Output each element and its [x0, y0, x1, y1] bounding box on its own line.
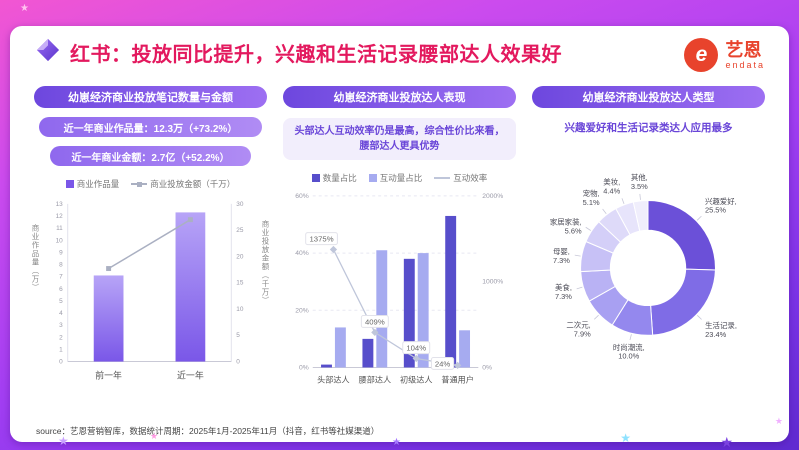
- diamond-icon: [36, 38, 60, 67]
- svg-text:二次元,7.9%: 二次元, 7.9%: [566, 320, 591, 339]
- svg-text:0: 0: [236, 359, 240, 366]
- svg-text:0: 0: [59, 359, 63, 366]
- legend-line-icon: [131, 181, 148, 187]
- endata-logo: e 艺恩 endata: [684, 38, 765, 72]
- types-insight-text: 兴趣爱好和生活记录类达人应用最多: [564, 122, 733, 134]
- svg-text:104%: 104%: [406, 344, 426, 353]
- svg-text:0%: 0%: [299, 364, 309, 371]
- svg-text:3: 3: [59, 322, 63, 329]
- kol-types-donut-chart: 兴趣爱好, 25.5% 生活记录, 23.4% 时尚潮流, 10.0% 二次元, 7.9% 美食…: [550, 172, 737, 361]
- svg-text:2: 2: [59, 334, 63, 341]
- panel-notes-header: 幼崽经济商业投放笔记数量与金额: [34, 86, 267, 108]
- svg-text:兴趣爱好,25.5%: 兴趣爱好, 25.5%: [705, 196, 737, 215]
- svg-text:前一年: 前一年: [95, 369, 122, 380]
- kol-grouped-chart: 0% 20% 40% 60% 0% 1000% 2000% 头部达人 腰部达人 初级达人 普通用户 1…: [295, 193, 503, 384]
- svg-text:生活记录,23.4%: 生活记录, 23.4%: [705, 320, 737, 339]
- svg-text:头部达人: 头部达人: [317, 374, 350, 384]
- donut-chart-area: 兴趣爱好, 25.5% 生活记录, 23.4% 时尚潮流, 10.0% 二次元, 7.9% 美食…: [532, 139, 765, 382]
- svg-text:10: 10: [236, 306, 244, 313]
- legend-label: 商业投放金额（千万）: [150, 179, 236, 189]
- legend-swatch-icon: [311, 174, 320, 182]
- source-note: source：艺恩营销智库，数据统计周期：2025年1月-2025年11月（抖音…: [36, 426, 380, 436]
- svg-text:初级达人: 初级达人: [400, 374, 433, 384]
- svg-text:家居家装,5.6%: 家居家装, 5.6%: [550, 217, 582, 236]
- combo-chart-area: 0 1 2 3 4 5 6 7 8 9 10 11 12 13 0 5 10 15 20 25 30 前一年 近一年 商业作…: [31, 194, 270, 387]
- panels-row: 幼崽经济商业投放笔记数量与金额 近一年商业作品量：12.3万（+73.2%） 近…: [31, 86, 765, 391]
- svg-text:13: 13: [56, 201, 64, 208]
- svg-text:9: 9: [59, 249, 63, 256]
- kol-chart-legend: 数量占比 互动量占比 互动效率: [283, 172, 516, 184]
- right-axis-title: 商业投放金额（千万）: [261, 220, 270, 305]
- legend-label: 商业作品量: [76, 179, 120, 189]
- decor-star-icon: ★: [20, 3, 29, 14]
- svg-text:60%: 60%: [295, 193, 308, 200]
- svg-text:1: 1: [59, 346, 63, 353]
- svg-text:15: 15: [236, 280, 244, 287]
- slide-card: 红书：投放同比提升，兴趣和生活记录腰部达人效果好 e 艺恩 endata 幼崽经…: [10, 26, 789, 442]
- svg-text:0%: 0%: [482, 364, 492, 371]
- svg-text:5: 5: [59, 298, 63, 305]
- legend-label: 数量占比: [322, 173, 357, 183]
- svg-text:6: 6: [59, 286, 63, 293]
- svg-text:25: 25: [236, 227, 244, 234]
- svg-text:20%: 20%: [295, 307, 308, 314]
- panel-types-header: 幼崽经济商业投放达人类型: [532, 86, 765, 108]
- panel-notes-volume: 幼崽经济商业投放笔记数量与金额 近一年商业作品量：12.3万（+73.2%） 近…: [31, 86, 270, 391]
- svg-text:4: 4: [59, 310, 63, 317]
- legend-swatch-icon: [65, 180, 74, 188]
- legend-label: 互动量占比: [379, 173, 423, 183]
- svg-text:30: 30: [236, 201, 244, 208]
- svg-text:1000%: 1000%: [482, 279, 503, 286]
- svg-text:美食,7.3%: 美食, 7.3%: [555, 282, 572, 301]
- stat-pill-amount: 近一年商业金额：2.7亿（+52.2%）: [50, 146, 251, 166]
- svg-text:409%: 409%: [365, 317, 385, 326]
- svg-text:2000%: 2000%: [482, 193, 503, 200]
- svg-text:40%: 40%: [295, 250, 308, 257]
- svg-text:母婴,7.3%: 母婴, 7.3%: [553, 247, 570, 265]
- svg-text:普通用户: 普通用户: [441, 374, 474, 384]
- legend-item-spend: 商业投放金额（千万）: [131, 178, 235, 190]
- endata-logo-text: 艺恩 endata: [725, 41, 765, 70]
- svg-text:腰部达人: 腰部达人: [359, 374, 392, 384]
- endata-logo-icon: e: [684, 38, 719, 72]
- kol-insight-box: 头部达人互动效率仍是最高，综合性价比来看，腰部达人更具优势: [283, 118, 516, 160]
- page-title: 红书：投放同比提升，兴趣和生活记录腰部达人效果好: [70, 44, 562, 66]
- legend-label: 互动效率: [453, 173, 488, 183]
- svg-text:其他,3.5%: 其他, 3.5%: [631, 172, 648, 191]
- svg-text:12: 12: [56, 213, 64, 220]
- logo-cn-label: 艺恩: [725, 39, 762, 60]
- svg-text:时尚潮流,10.0%: 时尚潮流, 10.0%: [613, 342, 645, 361]
- panel-kol-performance: 幼崽经济商业投放达人表现 头部达人互动效率仍是最高，综合性价比来看，腰部达人更具…: [283, 86, 516, 391]
- panel-kol-header: 幼崽经济商业投放达人表现: [283, 86, 516, 108]
- svg-text:1375%: 1375%: [310, 235, 334, 244]
- logo-en-label: endata: [725, 59, 765, 70]
- legend-line-icon: [434, 177, 451, 179]
- legend-swatch-icon: [368, 174, 377, 182]
- combo-chart-legend: 商业作品量 商业投放金额（千万）: [34, 178, 267, 190]
- legend-item-count-share: 数量占比: [311, 172, 357, 184]
- svg-text:宠物,5.1%: 宠物, 5.1%: [583, 188, 600, 207]
- kol-chart-area: 0% 20% 40% 60% 0% 1000% 2000% 头部达人 腰部达人 初级达人 普通用户 1…: [283, 188, 516, 391]
- svg-text:美妆,4.4%: 美妆, 4.4%: [603, 177, 620, 196]
- slide-header: 红书：投放同比提升，兴趣和生活记录腰部达人效果好: [36, 38, 562, 67]
- legend-item-engagement-share: 互动量占比: [368, 172, 423, 184]
- panel-kol-types: 幼崽经济商业投放达人类型 兴趣爱好和生活记录类达人应用最多 兴趣爱好, 25.5%…: [532, 86, 765, 391]
- legend-item-works: 商业作品量: [65, 178, 120, 190]
- svg-text:8: 8: [59, 262, 63, 269]
- svg-text:24%: 24%: [435, 359, 451, 368]
- svg-text:5: 5: [236, 332, 240, 339]
- left-axis-title: 商业作品量（万）: [31, 224, 40, 292]
- stat-pill-works: 近一年商业作品量：12.3万（+73.2%）: [38, 117, 263, 137]
- svg-text:7: 7: [59, 274, 63, 281]
- svg-text:10: 10: [56, 237, 64, 244]
- svg-text:20: 20: [236, 253, 244, 260]
- svg-text:11: 11: [56, 225, 63, 232]
- svg-text:近一年: 近一年: [177, 369, 204, 380]
- legend-item-efficiency: 互动效率: [434, 172, 487, 184]
